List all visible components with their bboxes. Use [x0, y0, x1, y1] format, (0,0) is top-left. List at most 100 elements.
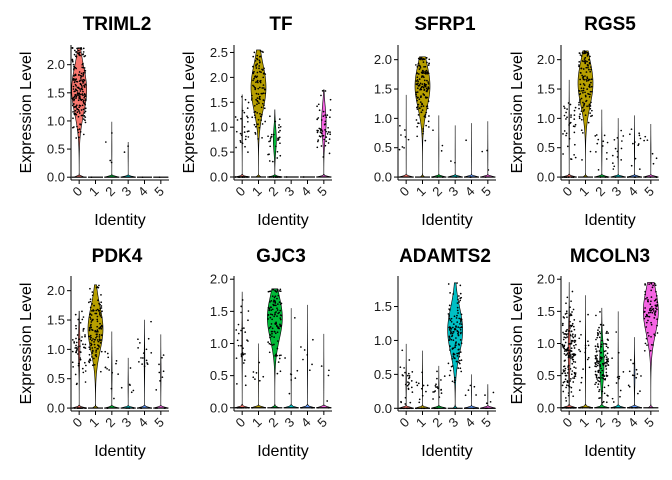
- data-point: [264, 92, 266, 95]
- data-point: [259, 112, 261, 115]
- data-point: [79, 345, 81, 348]
- data-point: [565, 348, 568, 351]
- violin-5: [316, 333, 332, 409]
- data-point: [258, 67, 260, 70]
- data-point: [75, 113, 78, 116]
- data-point: [78, 136, 80, 139]
- data-point: [93, 357, 95, 360]
- data-point: [270, 323, 273, 325]
- data-point: [329, 116, 331, 119]
- data-point: [96, 320, 99, 323]
- data-point: [278, 118, 281, 120]
- data-point: [457, 331, 460, 334]
- data-point: [95, 351, 97, 353]
- data-point: [572, 336, 575, 339]
- data-point: [569, 122, 571, 125]
- data-point: [93, 304, 95, 307]
- data-point: [406, 384, 409, 387]
- data-point: [252, 55, 255, 58]
- data-point: [426, 90, 428, 93]
- data-point: [78, 112, 81, 114]
- data-point: [579, 113, 581, 115]
- y-tick-label: 1.0: [47, 342, 65, 357]
- data-point: [417, 73, 420, 75]
- data-point: [423, 72, 425, 74]
- data-point: [254, 131, 257, 134]
- data-point: [84, 107, 87, 110]
- data-point: [320, 145, 323, 147]
- data-point: [91, 303, 93, 305]
- data-point: [425, 69, 428, 72]
- data-point: [583, 84, 586, 86]
- data-point: [89, 287, 91, 290]
- data-point: [589, 150, 592, 153]
- data-point: [101, 310, 103, 313]
- data-point: [271, 318, 273, 321]
- data-point: [279, 154, 282, 157]
- data-point: [457, 298, 459, 301]
- y-tick-label: 1.5: [374, 299, 392, 314]
- data-point: [630, 164, 633, 167]
- data-point: [596, 343, 599, 345]
- data-point: [277, 303, 279, 305]
- data-point: [588, 85, 590, 88]
- data-point: [276, 340, 279, 342]
- data-point: [91, 294, 94, 297]
- data-point: [564, 336, 567, 339]
- data-point: [565, 400, 568, 402]
- data-point: [83, 79, 86, 82]
- data-point: [235, 357, 238, 360]
- data-point: [415, 80, 418, 82]
- data-point: [421, 394, 424, 397]
- data-point: [650, 289, 653, 292]
- data-point: [272, 300, 275, 303]
- data-point: [145, 348, 148, 351]
- data-point: [256, 57, 258, 60]
- violin-1: [414, 56, 431, 178]
- violin-4: [626, 115, 643, 178]
- data-point: [104, 366, 107, 369]
- data-point: [563, 350, 566, 352]
- data-point: [81, 63, 84, 66]
- data-point: [428, 62, 430, 65]
- data-point: [276, 288, 279, 291]
- data-point: [578, 101, 580, 104]
- data-point: [438, 396, 441, 398]
- violin-group-5: [316, 333, 332, 409]
- data-point: [599, 310, 601, 313]
- data-point: [318, 135, 321, 137]
- data-point: [579, 83, 582, 86]
- data-point: [596, 378, 598, 380]
- data-point: [591, 90, 593, 93]
- data-point: [584, 56, 587, 59]
- data-point: [582, 89, 585, 92]
- x-tick-label: 2: [429, 184, 445, 200]
- data-point: [573, 143, 576, 146]
- violin-3: [610, 118, 626, 178]
- data-point: [569, 327, 571, 329]
- data-point: [647, 315, 649, 318]
- data-point: [95, 349, 98, 352]
- data-point: [155, 389, 158, 391]
- data-point: [251, 97, 253, 99]
- data-point: [650, 300, 652, 303]
- violin-group-5: [153, 334, 169, 409]
- data-point: [440, 379, 442, 381]
- data-point: [652, 310, 655, 312]
- data-point: [89, 358, 91, 360]
- data-point: [260, 119, 262, 121]
- data-point: [79, 88, 81, 90]
- data-point: [563, 347, 566, 350]
- data-point: [605, 345, 608, 348]
- data-point: [603, 386, 606, 389]
- x-tick-label: 0: [560, 184, 576, 200]
- data-point: [573, 377, 576, 379]
- x-tick-label: 3: [446, 184, 462, 200]
- data-point: [416, 125, 419, 128]
- data-point: [80, 109, 83, 111]
- data-point: [456, 314, 458, 317]
- data-point: [75, 89, 78, 92]
- y-tick-label: 2.0: [210, 70, 228, 85]
- data-point: [235, 130, 238, 133]
- data-point: [595, 350, 598, 353]
